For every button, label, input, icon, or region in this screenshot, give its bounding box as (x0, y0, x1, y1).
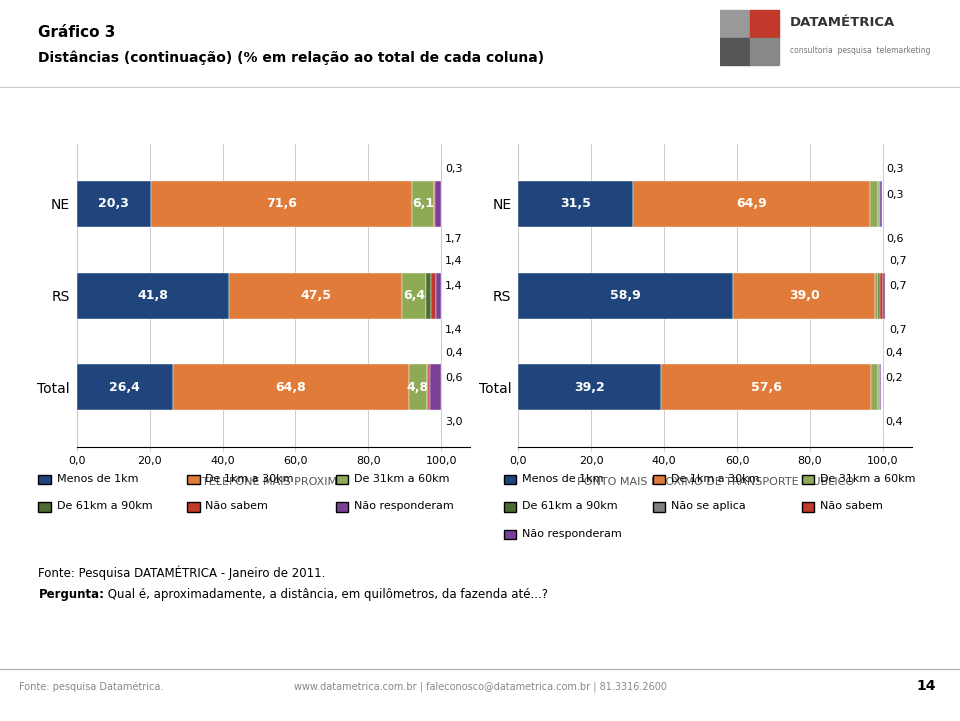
Text: Não se aplica: Não se aplica (671, 501, 746, 511)
Bar (518, 364, 661, 410)
Text: 6,4: 6,4 (403, 289, 425, 302)
Bar (518, 181, 634, 227)
Text: 26,4: 26,4 (109, 381, 140, 394)
Bar (431, 273, 436, 319)
Text: De 1km a 30km: De 1km a 30km (671, 474, 759, 484)
Text: Menos de 1km: Menos de 1km (522, 474, 604, 484)
Text: Não sabem: Não sabem (205, 501, 268, 511)
Text: De 61km a 90km: De 61km a 90km (522, 501, 618, 511)
Text: 0,3: 0,3 (886, 164, 903, 174)
Bar (428, 364, 430, 410)
Text: 0,7: 0,7 (889, 325, 906, 335)
Bar (870, 181, 877, 227)
Bar (877, 273, 880, 319)
Bar (435, 181, 442, 227)
Text: 1,4: 1,4 (444, 256, 462, 266)
Bar (883, 273, 885, 319)
Bar (720, 37, 750, 66)
Text: consultoria  pesquisa  telemarketing: consultoria pesquisa telemarketing (790, 45, 930, 55)
Text: Menos de 1km: Menos de 1km (57, 474, 138, 484)
Text: 0,7: 0,7 (889, 281, 906, 291)
Text: 1,7: 1,7 (444, 234, 463, 244)
Bar (880, 364, 881, 410)
X-axis label: PONTO MAIS PROXIMO DE TRANSPORTE  PUBLICO: PONTO MAIS PROXIMO DE TRANSPORTE PUBLICO (577, 477, 853, 487)
Text: Distâncias (continuação) (% em relação ao total de cada coluna): Distâncias (continuação) (% em relação a… (38, 50, 544, 65)
Text: Fonte: Pesquisa DATAMÉTRICA - Janeiro de 2011.: Fonte: Pesquisa DATAMÉTRICA - Janeiro de… (38, 566, 325, 580)
Bar (402, 273, 425, 319)
Text: Não sabem: Não sabem (820, 501, 882, 511)
Bar (434, 181, 435, 227)
Text: 1,4: 1,4 (444, 325, 462, 335)
Text: 0,4: 0,4 (444, 348, 463, 358)
Bar (877, 364, 879, 410)
Text: 64,9: 64,9 (736, 198, 767, 211)
Text: www.datametrica.com.br | faleconosco@datametrica.com.br | 81.3316.2600: www.datametrica.com.br | faleconosco@dat… (294, 681, 666, 691)
Text: DATAMÉTRICA: DATAMÉTRICA (790, 16, 895, 29)
Bar (436, 273, 441, 319)
Text: 3,0: 3,0 (444, 417, 463, 428)
Text: 0,4: 0,4 (885, 348, 902, 358)
Text: 4,8: 4,8 (407, 381, 429, 394)
Bar (880, 273, 883, 319)
Text: 57,6: 57,6 (751, 381, 781, 394)
Text: De 31km a 60km: De 31km a 60km (354, 474, 449, 484)
Text: 0,3: 0,3 (444, 164, 463, 174)
Bar (661, 364, 871, 410)
Bar (733, 273, 876, 319)
X-axis label: TELEFONE MAIS PROXIMO: TELEFONE MAIS PROXIMO (202, 477, 346, 487)
Text: De 61km a 90km: De 61km a 90km (57, 501, 153, 511)
Text: 1,4: 1,4 (444, 281, 462, 291)
Text: De 31km a 60km: De 31km a 60km (820, 474, 915, 484)
Text: 0,7: 0,7 (889, 256, 906, 266)
Bar (151, 181, 412, 227)
Bar (871, 364, 877, 410)
Text: 39,0: 39,0 (789, 289, 820, 302)
Bar (876, 273, 877, 319)
Text: 47,5: 47,5 (300, 289, 331, 302)
Text: 0,2: 0,2 (885, 373, 902, 383)
Bar (426, 364, 428, 410)
Text: 20,3: 20,3 (98, 198, 130, 211)
Bar (750, 37, 780, 66)
Text: Fonte: pesquisa Datamétrica.: Fonte: pesquisa Datamétrica. (19, 681, 163, 691)
Text: Pergunta:: Pergunta: (38, 588, 105, 601)
Bar (750, 10, 780, 37)
Bar (518, 273, 733, 319)
Bar (425, 273, 431, 319)
Text: 0,4: 0,4 (885, 417, 902, 428)
Text: Não responderam: Não responderam (354, 501, 454, 511)
Text: Gráfico 3: Gráfico 3 (38, 25, 116, 40)
Text: 0,3: 0,3 (886, 190, 903, 200)
Text: Qual é, aproximadamente, a distância, em quilômetros, da fazenda até...?: Qual é, aproximadamente, a distância, em… (104, 588, 547, 601)
Text: 31,5: 31,5 (561, 198, 591, 211)
Bar (409, 364, 426, 410)
Text: 39,2: 39,2 (574, 381, 605, 394)
Bar (77, 364, 173, 410)
Text: 64,8: 64,8 (276, 381, 306, 394)
Bar (173, 364, 409, 410)
Bar (229, 273, 402, 319)
Bar (77, 273, 229, 319)
Bar (430, 364, 442, 410)
Bar (877, 181, 878, 227)
Text: 6,1: 6,1 (412, 198, 434, 211)
Text: 58,9: 58,9 (611, 289, 641, 302)
Bar (412, 181, 434, 227)
Text: 0,6: 0,6 (886, 234, 903, 244)
Text: 41,8: 41,8 (137, 289, 168, 302)
Bar (878, 181, 880, 227)
Bar (77, 181, 151, 227)
Text: Não responderam: Não responderam (522, 528, 622, 539)
Bar (720, 10, 750, 37)
Text: 71,6: 71,6 (266, 198, 297, 211)
Bar (880, 181, 882, 227)
Text: De 1km a 30km: De 1km a 30km (205, 474, 294, 484)
Bar (634, 181, 870, 227)
Text: 0,6: 0,6 (444, 373, 463, 383)
Text: 14: 14 (917, 679, 936, 694)
